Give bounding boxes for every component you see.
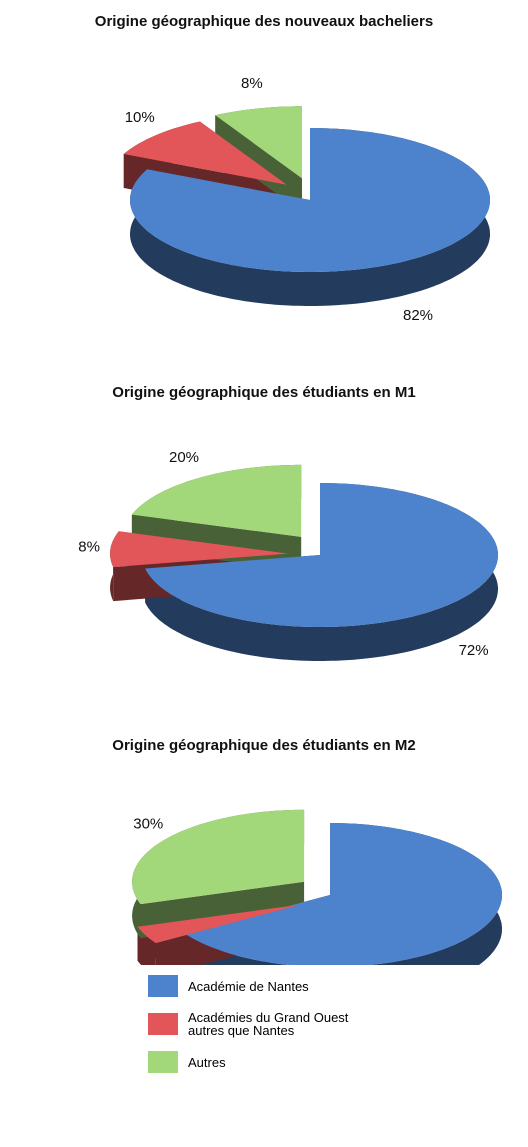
legend-item: Autres xyxy=(148,1051,448,1073)
legend-item: Académie de Nantes xyxy=(148,975,448,997)
legend-label: Académie de Nantes xyxy=(188,978,309,994)
data-label: 8% xyxy=(241,75,263,92)
chart-title: Origine géographique des étudiants en M2 xyxy=(112,737,415,754)
data-label: 82% xyxy=(403,307,433,324)
slice xyxy=(137,904,301,944)
slice xyxy=(145,483,498,627)
legend-item: Académies du Grand Ouest autres que Nant… xyxy=(148,1011,448,1037)
data-label: 10% xyxy=(125,109,155,126)
legend-label: Académies du Grand Ouest autres que Nant… xyxy=(188,1010,349,1038)
legend-label: Autres xyxy=(188,1054,226,1070)
slice xyxy=(215,106,302,179)
data-label: 30% xyxy=(133,816,163,833)
charts: Origine géographique des nouveaux bachel… xyxy=(78,13,502,965)
data-label: 8% xyxy=(78,538,100,555)
slice xyxy=(123,121,287,185)
legend-swatch xyxy=(148,975,178,997)
chart-title: Origine géographique des nouveaux bachel… xyxy=(95,13,433,30)
data-label: 72% xyxy=(459,642,489,659)
slice xyxy=(131,464,302,537)
slice xyxy=(110,531,289,568)
data-label: 20% xyxy=(169,449,199,466)
slice xyxy=(132,809,305,905)
slice xyxy=(130,128,490,272)
legend-swatch xyxy=(148,1013,178,1035)
legend-swatch xyxy=(148,1051,178,1073)
slice xyxy=(184,823,502,965)
chart-title: Origine géographique des étudiants en M1 xyxy=(112,384,415,401)
slice-side xyxy=(131,514,302,571)
legend: Académie de Nantes Académies du Grand Oue… xyxy=(148,975,448,1087)
